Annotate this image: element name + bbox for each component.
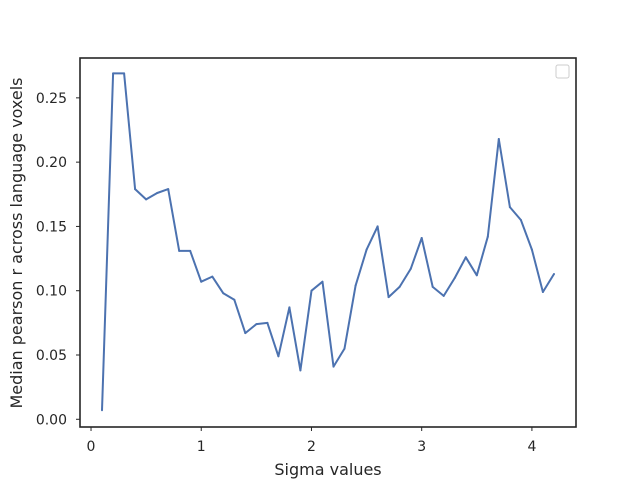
data-point [541, 291, 544, 293]
axes-frame [79, 57, 577, 428]
data-point [453, 276, 456, 279]
y-axis-label: Median pearson r across language voxels [7, 78, 26, 409]
data-point [123, 72, 126, 75]
data-point [420, 237, 423, 239]
x-axis-ticks: 0 1 2 3 4 [87, 427, 536, 455]
data-point [233, 298, 236, 301]
data-point [398, 285, 401, 288]
y-tick-label: 0.15 [36, 219, 67, 235]
data-point [134, 188, 137, 191]
series-line [101, 72, 555, 411]
plot-area [101, 72, 555, 412]
data-point [200, 280, 203, 283]
data-point [497, 138, 500, 140]
data-point [486, 235, 489, 238]
data-point [222, 292, 225, 295]
data-point [553, 273, 555, 275]
x-tick-label: 2 [307, 439, 316, 455]
data-point [464, 256, 467, 259]
data-point [365, 248, 368, 251]
x-tick-label: 3 [417, 439, 426, 455]
data-point [156, 192, 159, 194]
data-point [387, 296, 390, 299]
data-point [431, 285, 434, 288]
y-tick-label: 0.00 [36, 412, 67, 428]
data-point [376, 225, 379, 228]
data-point [189, 249, 192, 252]
data-point [255, 323, 258, 326]
data-point [343, 347, 346, 350]
data-point [442, 294, 445, 297]
x-axis-label: Sigma values [274, 460, 381, 479]
y-tick-label: 0.10 [36, 284, 67, 300]
data-point [211, 275, 214, 278]
y-tick-label: 0.25 [36, 91, 67, 107]
data-point [288, 306, 291, 309]
data-point [112, 72, 115, 75]
data-point [101, 409, 103, 412]
data-point [145, 198, 148, 201]
data-point [244, 332, 247, 335]
data-point [277, 355, 280, 358]
data-point [178, 249, 181, 252]
data-point [167, 188, 170, 191]
data-point [475, 274, 478, 277]
y-tick-label: 0.05 [36, 348, 67, 364]
data-point [508, 206, 511, 209]
data-point [354, 284, 357, 287]
data-point [299, 369, 302, 372]
y-axis-ticks: 0.00 0.05 0.10 0.15 0.20 0.25 [36, 91, 80, 428]
data-point [332, 365, 335, 368]
data-point [321, 280, 324, 283]
data-point [519, 219, 522, 221]
x-tick-label: 0 [87, 439, 96, 455]
data-point [409, 267, 412, 270]
data-point [266, 321, 269, 324]
x-tick-label: 1 [197, 439, 206, 455]
data-point [310, 289, 313, 292]
data-point [530, 248, 533, 251]
x-tick-label: 4 [527, 439, 536, 455]
legend-box [555, 64, 570, 79]
y-tick-label: 0.20 [36, 155, 67, 171]
